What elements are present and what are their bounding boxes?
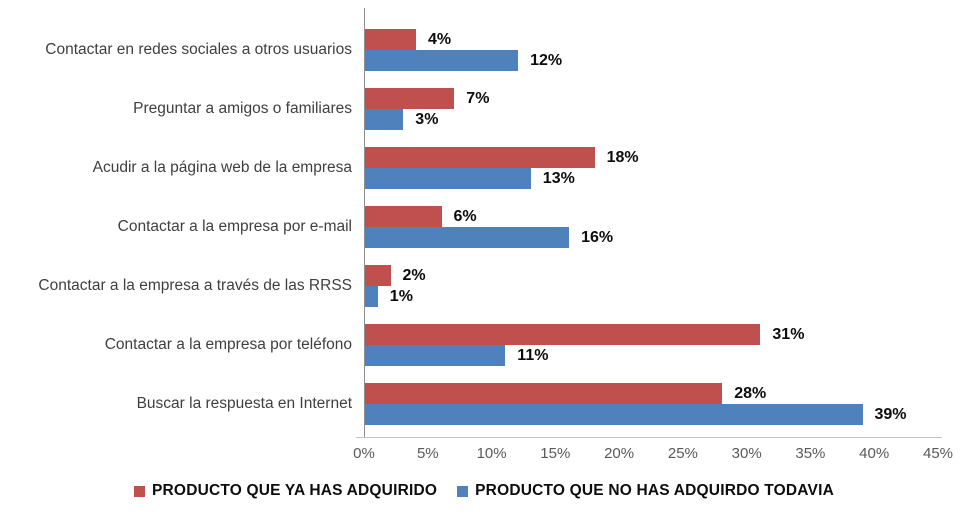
- category-label: Acudir a la página web de la empresa: [92, 159, 352, 177]
- bar-line: 31%: [365, 324, 939, 345]
- data-label: 16%: [581, 228, 614, 246]
- bar-group: 6% 16%: [365, 206, 939, 248]
- bar-line: 7%: [365, 88, 939, 109]
- bar-line: 12%: [365, 50, 939, 71]
- x-tick-label: 0%: [353, 445, 375, 462]
- bar-line: 4%: [365, 29, 939, 50]
- bar-ya-adquirido: [365, 29, 416, 50]
- bar-group: 2% 1%: [365, 265, 939, 307]
- legend-item-not-acquired: PRODUCTO QUE NO HAS ADQUIRDO TODAVIA: [457, 482, 834, 500]
- data-label: 11%: [517, 346, 549, 364]
- data-label: 6%: [453, 207, 477, 225]
- bar-no-adquirido: [365, 227, 570, 248]
- legend-swatch-not-acquired-icon: [457, 485, 469, 497]
- category-row: Acudir a la página web de la empresa 18% 1…: [0, 147, 968, 189]
- bar-no-adquirido: [365, 345, 506, 366]
- legend-item-acquired: PRODUCTO QUE YA HAS ADQUIRIDO: [134, 482, 437, 500]
- x-tick-label: 35%: [795, 445, 826, 462]
- bar-no-adquirido: [365, 286, 378, 307]
- x-tick-label: 15%: [540, 445, 571, 462]
- category-row: Contactar a la empresa a través de las R…: [0, 265, 968, 307]
- data-label: 39%: [874, 405, 907, 423]
- bar-ya-adquirido: [365, 206, 442, 227]
- category-label: Contactar a la empresa a través de las R…: [38, 277, 352, 295]
- data-label: 13%: [542, 169, 575, 187]
- x-tick-label: 5%: [416, 445, 439, 462]
- bar-line: 11%: [365, 345, 939, 366]
- x-tick-label: 45%: [922, 445, 954, 462]
- bar-no-adquirido: [365, 50, 519, 71]
- x-tick-label: 10%: [476, 445, 507, 462]
- data-label: 1%: [389, 287, 413, 305]
- bar-line: 2%: [365, 265, 939, 286]
- data-label: 2%: [402, 266, 426, 284]
- bar-ya-adquirido: [365, 383, 723, 404]
- x-tick-label: 25%: [667, 445, 698, 462]
- category-label: Preguntar a amigos o familiares: [133, 100, 352, 118]
- bar-no-adquirido: [365, 168, 531, 189]
- bar-ya-adquirido: [365, 147, 595, 168]
- legend-label-not-acquired: PRODUCTO QUE NO HAS ADQUIRDO TODAVIA: [475, 482, 834, 499]
- data-label: 3%: [415, 110, 439, 128]
- category-label: Contactar en redes sociales a otros usua…: [45, 41, 352, 59]
- bar-ya-adquirido: [365, 324, 761, 345]
- bar-line: 18%: [365, 147, 939, 168]
- bar-line: 6%: [365, 206, 939, 227]
- data-label: 7%: [466, 89, 490, 107]
- bar-group: 7% 3%: [365, 88, 939, 130]
- bar-line: 39%: [365, 404, 939, 425]
- bar-line: 3%: [365, 109, 939, 130]
- x-tick-label: 30%: [731, 445, 762, 462]
- category-row: Preguntar a amigos o familiares 7% 3%: [0, 88, 968, 130]
- bar-line: 16%: [365, 227, 939, 248]
- legend-label-acquired: PRODUCTO QUE YA HAS ADQUIRIDO: [152, 482, 438, 499]
- data-label: 12%: [530, 51, 563, 69]
- bar-group: 28% 39%: [365, 383, 939, 425]
- x-tick-label: 20%: [604, 445, 635, 462]
- category-row: Contactar a la empresa por e-mail 6% 16%: [0, 206, 968, 248]
- bar-line: 13%: [365, 168, 939, 189]
- x-axis-ticks: 0% 5% 10% 15% 20% 25% 30% 35% 40% 45%: [353, 445, 953, 465]
- category-row: Contactar a la empresa por teléfono 31% 11…: [0, 324, 968, 366]
- category-row: Buscar la respuesta en Internet 28% 39%: [0, 383, 968, 425]
- data-label: 18%: [606, 148, 639, 166]
- y-axis-line: [364, 8, 365, 438]
- bar-group: 31% 11%: [365, 324, 939, 366]
- bar-line: 28%: [365, 383, 939, 404]
- x-tick-label: 40%: [859, 445, 890, 462]
- bar-no-adquirido: [365, 109, 404, 130]
- category-row: Contactar en redes sociales a otros usua…: [0, 29, 968, 71]
- bar-group: 18% 13%: [365, 147, 939, 189]
- category-label: Buscar la respuesta en Internet: [136, 395, 352, 413]
- category-label: Contactar a la empresa por teléfono: [104, 336, 352, 354]
- data-label: 28%: [734, 384, 767, 402]
- bar-ya-adquirido: [365, 88, 455, 109]
- bar-no-adquirido: [365, 404, 863, 425]
- data-label: 31%: [772, 325, 805, 343]
- bar-rows: Contactar en redes sociales a otros usua…: [0, 8, 968, 425]
- legend: PRODUCTO QUE YA HAS ADQUIRIDO PRODUCTO Q…: [0, 482, 968, 500]
- x-axis-line: [356, 437, 942, 438]
- bar-group: 4% 12%: [365, 29, 939, 71]
- bar-line: 1%: [365, 286, 939, 307]
- legend-swatch-acquired-icon: [134, 485, 145, 497]
- data-label: 4%: [428, 30, 452, 48]
- bar-ya-adquirido: [365, 265, 391, 286]
- category-label: Contactar a la empresa por e-mail: [117, 218, 352, 236]
